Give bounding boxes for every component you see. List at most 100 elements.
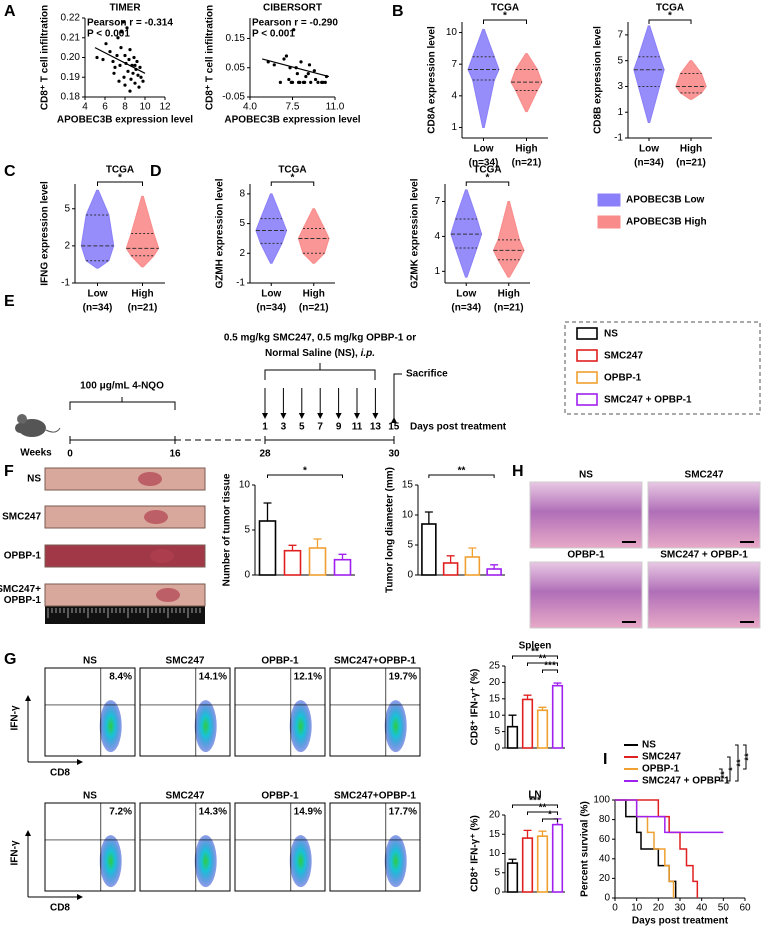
point xyxy=(289,80,293,84)
bar xyxy=(333,558,352,576)
flow-title: SMC247+OPBP-1 xyxy=(334,656,416,667)
flow-percent: 12.1% xyxy=(294,672,322,683)
y-tick-label: 5 xyxy=(64,203,70,214)
n-label: (n=21) xyxy=(676,158,706,169)
point xyxy=(282,57,286,61)
histology-image xyxy=(647,481,761,549)
y-tick-label: 10 xyxy=(489,710,501,721)
significance-label: ** xyxy=(539,803,547,814)
y-tick-label: 15 xyxy=(402,480,414,491)
legend-label: SMC247 xyxy=(642,752,681,763)
violin xyxy=(675,60,707,100)
chart-title: TCGA xyxy=(656,3,684,14)
flow-percent: 8.4% xyxy=(109,672,132,683)
cell-cloud xyxy=(289,700,312,753)
x-tick-label: 12 xyxy=(159,102,171,113)
error-bar xyxy=(446,555,455,563)
x-tick-label: High xyxy=(515,144,537,155)
flow-percent: 14.1% xyxy=(199,672,227,683)
y-tick-label: 7 xyxy=(434,196,440,207)
significance-label: ** xyxy=(531,647,539,658)
x-tick-label: 6 xyxy=(102,102,108,113)
bar xyxy=(442,562,459,576)
sacrifice-arrow xyxy=(391,373,402,423)
point xyxy=(135,59,139,64)
point xyxy=(122,75,126,79)
bar xyxy=(521,837,534,893)
violin xyxy=(633,25,665,124)
violin xyxy=(255,193,288,264)
x-tick-label: Low xyxy=(474,144,494,155)
significance-bracket xyxy=(527,811,558,815)
tumor-photo xyxy=(44,505,206,529)
y-tick-label: 25 xyxy=(489,661,501,672)
treatment-bracket xyxy=(264,363,376,380)
point xyxy=(131,71,135,75)
significance-bracket xyxy=(648,19,692,24)
flow-plot xyxy=(139,667,231,757)
error-bar xyxy=(508,714,517,727)
point xyxy=(123,83,127,87)
y-tick-label: 0 xyxy=(494,887,500,898)
x-tick-label: 40 xyxy=(696,903,708,914)
y-axis-label: CD8⁺ IFN-γ⁺ (%) xyxy=(470,669,481,746)
error-bar xyxy=(508,858,517,864)
group-legend-box xyxy=(564,321,761,415)
significance-bracket xyxy=(542,669,558,673)
panel-label: F xyxy=(4,463,14,480)
tumor xyxy=(156,588,180,602)
error-bar xyxy=(424,511,433,524)
n-label: (n=34) xyxy=(256,303,286,314)
error-bar xyxy=(523,694,532,700)
violin xyxy=(492,200,525,278)
day-tick-label: 7 xyxy=(317,422,323,433)
cell-cloud xyxy=(289,835,312,888)
violin xyxy=(125,195,160,268)
flow-plot xyxy=(44,802,136,892)
point xyxy=(295,71,299,76)
error-bar xyxy=(553,682,562,686)
n-label: (n=34) xyxy=(83,303,113,314)
error-bar xyxy=(313,538,322,548)
point xyxy=(313,77,318,82)
x-axis-label: APOBEC3B expression level xyxy=(57,115,193,126)
significance-label: ** xyxy=(458,466,466,477)
bar xyxy=(551,823,564,893)
y-tick-label: 0.05 xyxy=(226,62,246,73)
y-tick-label: 20 xyxy=(599,873,611,884)
point xyxy=(95,55,99,60)
flow-plot xyxy=(234,802,326,892)
y-tick-label: 10 xyxy=(239,480,251,491)
flow-percent: 14.9% xyxy=(294,807,322,818)
flow-plot xyxy=(139,802,231,892)
significance-label: * xyxy=(291,173,295,184)
significance-bracket xyxy=(735,744,739,782)
bar xyxy=(308,547,327,576)
flow-plot xyxy=(329,802,421,892)
point xyxy=(307,63,312,67)
point xyxy=(125,26,129,30)
point xyxy=(129,77,133,81)
flow-percent: 17.7% xyxy=(389,807,417,818)
y-tick-label: 15 xyxy=(489,693,501,704)
error-bar xyxy=(338,553,347,560)
point xyxy=(118,63,122,67)
y-tick-label: 0 xyxy=(244,570,250,581)
legend-label: APOBEC3B Low xyxy=(626,195,705,206)
legend-swatch xyxy=(576,349,598,362)
significance-bracket xyxy=(270,181,315,186)
legend-swatch xyxy=(576,393,598,406)
day-tick-label: 15 xyxy=(388,422,400,433)
significance-bracket xyxy=(483,19,527,24)
point xyxy=(320,80,324,84)
y-axis-label: GZMK expression level xyxy=(410,178,421,288)
point xyxy=(128,89,132,93)
photo-label: SMC247+ xyxy=(0,584,41,595)
y-tick-label: 5 xyxy=(244,525,250,536)
weeks-label: Weeks xyxy=(20,448,52,459)
point xyxy=(139,75,143,79)
panel-label: B xyxy=(392,3,404,20)
point xyxy=(113,65,117,69)
y-tick-label: 60 xyxy=(599,834,611,845)
